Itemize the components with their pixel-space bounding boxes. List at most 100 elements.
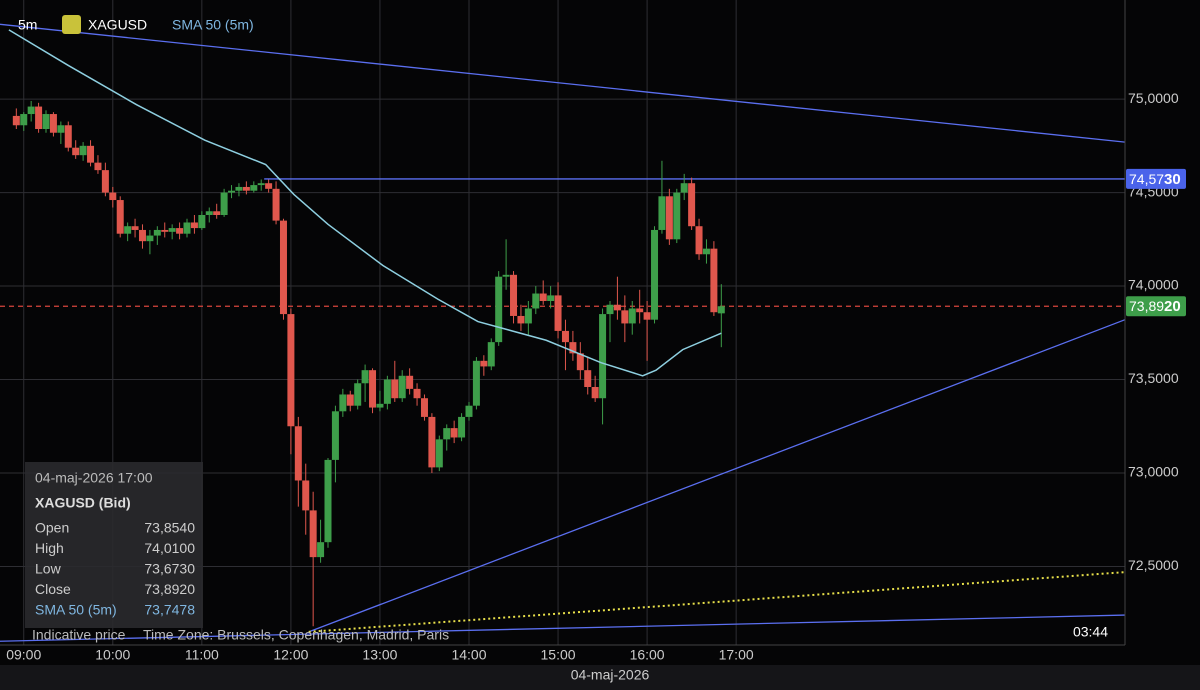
candle-body	[198, 215, 206, 229]
candle-body	[324, 459, 332, 543]
candle-body	[302, 480, 310, 511]
candle-body	[242, 186, 250, 191]
candle-body	[354, 383, 362, 406]
candle-body	[235, 186, 243, 191]
y-tick-label: 74,0000	[1128, 277, 1179, 293]
candle-body	[502, 274, 510, 277]
candle-body	[265, 183, 273, 189]
candle-body	[87, 145, 95, 163]
candle-body	[658, 196, 666, 230]
x-tick-label: 12:00	[273, 647, 308, 663]
y-tick-label: 75,0000	[1128, 90, 1179, 106]
x-tick-label: 10:00	[95, 647, 130, 663]
tooltip: 04-maj-2026 17:00 XAGUSD (Bid) Open 73,85…	[25, 462, 203, 628]
candle-body	[584, 370, 592, 387]
candle-body	[599, 314, 607, 399]
symbol-icon	[62, 15, 81, 34]
candle-body	[287, 314, 295, 427]
candle-body	[131, 226, 139, 230]
candle-body	[250, 185, 258, 191]
candle-body	[591, 387, 599, 399]
candle-body	[547, 295, 555, 301]
candle-body	[279, 220, 287, 315]
candle-body	[606, 304, 614, 315]
candle-body	[213, 211, 221, 215]
candle-body	[450, 428, 458, 438]
candle-body	[272, 188, 280, 221]
candle-body	[673, 192, 681, 240]
tooltip-row-value: 73,8920	[144, 581, 195, 597]
candle-body	[443, 428, 451, 440]
candle-body	[309, 510, 317, 558]
candle-body	[161, 229, 169, 232]
candle-body	[183, 222, 191, 234]
x-tick-label: 13:00	[362, 647, 397, 663]
y-tick-label: 73,0000	[1128, 464, 1179, 480]
candle-body	[717, 306, 725, 314]
candle-body	[317, 542, 325, 558]
candle-body	[510, 274, 518, 316]
price-tag	[1126, 296, 1186, 317]
trend-line	[0, 23, 1126, 143]
candle-body	[20, 114, 28, 126]
y-tick-label: 73,5000	[1128, 370, 1179, 386]
candle-body	[79, 145, 87, 156]
candle-body	[495, 276, 503, 343]
interval: 5m	[18, 17, 37, 33]
y-tick-label: 72,5000	[1128, 557, 1179, 573]
candle-body	[35, 106, 43, 129]
candle-body	[176, 228, 184, 234]
candle-body	[376, 403, 384, 408]
date-strip	[0, 665, 1200, 690]
candle-body	[94, 162, 102, 171]
candle-body	[628, 308, 636, 324]
tooltip-row-value: 73,8540	[144, 520, 195, 536]
tooltip-row-value: 73,7478	[144, 602, 195, 618]
tooltip-panel	[25, 462, 203, 628]
candle-body	[702, 248, 710, 255]
candle-body	[487, 342, 495, 367]
candle-body	[435, 439, 443, 468]
footer-note: Indicative price	[32, 627, 126, 643]
tooltip-row-value: 73,6730	[144, 561, 195, 577]
candle-body	[465, 405, 473, 417]
candle-body	[228, 190, 236, 193]
candle-body	[420, 398, 428, 417]
x-tick-label: 09:00	[6, 647, 41, 663]
candle-body	[524, 308, 532, 324]
candle-body	[168, 228, 176, 232]
candle-body	[643, 312, 651, 320]
tooltip-symbol: XAGUSD (Bid)	[35, 495, 131, 511]
candle-body	[391, 379, 399, 399]
sma-line	[8, 29, 722, 377]
candle-body	[680, 183, 688, 193]
tooltip-row-label: Open	[35, 520, 69, 536]
candle-body	[383, 379, 391, 404]
candle-body	[116, 200, 124, 234]
candle-body	[294, 426, 302, 481]
x-tick-label: 14:00	[451, 647, 486, 663]
candle-body	[517, 315, 525, 324]
trend-line	[308, 319, 1126, 633]
candle-body	[695, 226, 703, 255]
candle-body	[146, 235, 154, 242]
candle-body	[339, 394, 347, 412]
candle-body	[361, 370, 369, 384]
x-tick-label: 15:00	[541, 647, 576, 663]
candle-body	[257, 183, 265, 186]
candle-body	[27, 106, 35, 115]
candle-body	[651, 229, 659, 320]
candle-body	[153, 229, 161, 236]
candle-body	[138, 229, 146, 242]
tooltip-row-label: Close	[35, 581, 71, 597]
trend-line	[0, 614, 1126, 642]
candle-body	[406, 375, 414, 389]
candle-body	[539, 293, 547, 301]
price-tag	[1126, 168, 1186, 189]
candle-body	[49, 114, 57, 133]
indicator-label: SMA 50 (5m)	[172, 17, 254, 33]
candle-body	[398, 375, 406, 399]
candle-body	[710, 248, 718, 313]
candle-body	[561, 330, 569, 343]
